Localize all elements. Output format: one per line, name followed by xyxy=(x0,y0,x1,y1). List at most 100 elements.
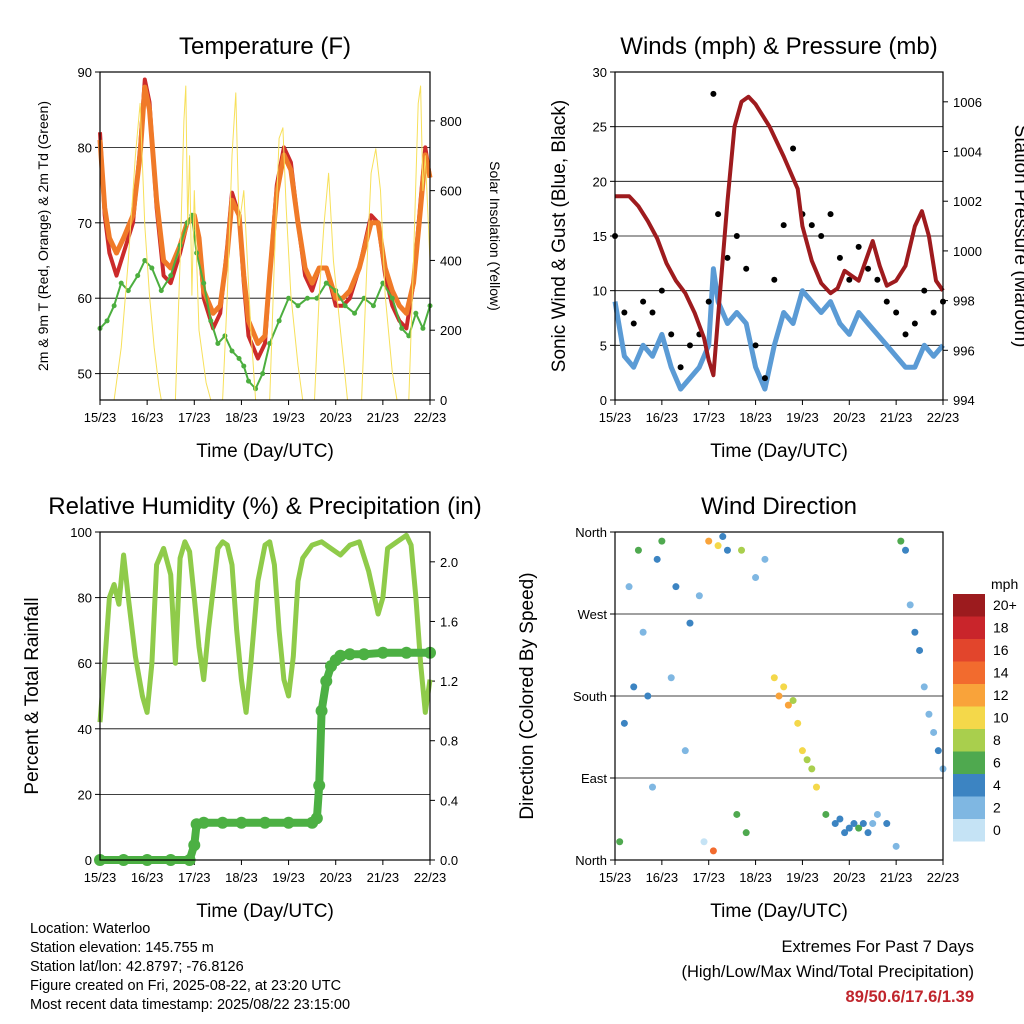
data-point xyxy=(621,309,628,316)
data-point xyxy=(934,747,942,755)
x-tick-label: 15/23 xyxy=(84,410,117,425)
data-point xyxy=(771,276,778,283)
colorbar-label: 6 xyxy=(993,755,1001,771)
y-tick-label: 20 xyxy=(593,174,607,189)
data-point xyxy=(241,363,247,369)
plot-frame xyxy=(99,71,431,401)
data-point xyxy=(770,674,778,682)
y2-tick-label: 1.2 xyxy=(440,674,458,689)
y-tick-label: 25 xyxy=(593,120,607,135)
y-tick-label: 5 xyxy=(600,338,607,353)
data-point xyxy=(752,342,759,349)
x-tick-label: 15/23 xyxy=(599,410,632,425)
x-tick-label: 16/23 xyxy=(131,870,164,885)
data-point xyxy=(420,325,426,331)
data-point xyxy=(235,816,248,829)
x-tick-label: 21/23 xyxy=(367,870,400,885)
data-point xyxy=(406,333,412,339)
data-point xyxy=(710,90,717,97)
data-point xyxy=(930,728,938,736)
data-point xyxy=(897,537,905,545)
data-point xyxy=(634,546,642,554)
data-point xyxy=(118,280,124,286)
x-tick-label: 21/23 xyxy=(880,410,913,425)
y-tick-label: 70 xyxy=(78,216,92,231)
x-axis-label: Time (Day/UTC) xyxy=(710,901,848,922)
data-point xyxy=(315,704,328,717)
data-point xyxy=(333,288,339,294)
series-line-rh xyxy=(97,532,433,723)
data-point xyxy=(201,280,207,286)
data-point xyxy=(812,783,820,791)
colorbar-title: mph xyxy=(991,576,1018,592)
data-point xyxy=(911,320,918,327)
data-point xyxy=(149,265,155,271)
data-point xyxy=(236,356,242,362)
data-point xyxy=(282,816,295,829)
colorbar-label: 16 xyxy=(993,642,1009,658)
y2-tick-label: 1006 xyxy=(953,95,982,110)
data-point xyxy=(658,537,666,545)
data-point xyxy=(827,211,834,218)
y2-tick-label: 0.4 xyxy=(440,793,458,808)
data-point xyxy=(831,820,839,828)
y2-tick-label: 1004 xyxy=(953,145,982,160)
y-tick-label: 60 xyxy=(78,656,92,671)
colorbar-swatch xyxy=(953,661,985,684)
x-tick-label: 20/23 xyxy=(833,410,866,425)
data-point xyxy=(700,838,708,846)
data-point xyxy=(630,683,638,691)
data-point xyxy=(222,333,228,339)
y-axis-label: Direction (Colored By Speed) xyxy=(517,572,538,819)
colorbar-swatch xyxy=(953,706,985,729)
extremes-box: Extremes For Past 7 Days (High/Low/Max W… xyxy=(681,935,974,1010)
data-point xyxy=(370,303,376,309)
y-tick-label: 80 xyxy=(78,140,92,155)
colorbar-swatch xyxy=(953,774,985,797)
series-line-pressure xyxy=(615,94,945,378)
data-point xyxy=(644,692,652,700)
y-tick-label: 50 xyxy=(78,367,92,382)
data-point xyxy=(639,628,647,636)
y-tick-label: South xyxy=(573,689,607,704)
x-tick-label: 19/23 xyxy=(272,410,305,425)
x-axis-label: Time (Day/UTC) xyxy=(196,441,334,462)
series-line-9m-t xyxy=(97,84,433,346)
data-point xyxy=(399,325,405,331)
y2-tick-label: 1000 xyxy=(953,244,982,259)
data-point xyxy=(723,546,731,554)
data-point xyxy=(142,258,148,264)
data-point xyxy=(259,816,271,829)
data-point xyxy=(653,555,661,563)
colorbar-swatch xyxy=(953,796,985,819)
x-tick-label: 18/23 xyxy=(225,870,258,885)
data-point xyxy=(253,386,259,392)
y-tick-label: 20 xyxy=(78,787,92,802)
colorbar-label: 20+ xyxy=(993,597,1017,613)
colorbar-swatch xyxy=(953,819,985,842)
data-point xyxy=(874,276,881,283)
y-tick-label: 0 xyxy=(85,853,92,868)
data-point xyxy=(902,546,910,554)
data-point xyxy=(208,318,214,324)
data-point xyxy=(738,546,746,554)
panel-title: Relative Humidity (%) & Precipitation (i… xyxy=(48,493,481,520)
data-point xyxy=(323,280,329,286)
y-tick-label: 90 xyxy=(78,65,92,80)
extremes-title: Extremes For Past 7 Days xyxy=(781,938,974,956)
y-tick-label: 15 xyxy=(593,229,607,244)
data-point xyxy=(216,816,229,829)
colorbar-label: 12 xyxy=(993,687,1009,703)
data-point xyxy=(780,222,787,229)
data-point xyxy=(705,298,712,305)
data-point xyxy=(125,288,131,294)
y2-tick-label: 1002 xyxy=(953,194,982,209)
y-tick-label: 80 xyxy=(78,591,92,606)
y2-tick-label: 200 xyxy=(440,323,462,338)
data-point xyxy=(197,816,210,829)
data-point xyxy=(267,340,273,346)
data-point xyxy=(295,303,301,309)
x-tick-label: 21/23 xyxy=(367,410,400,425)
colorbar-swatch xyxy=(953,616,985,639)
